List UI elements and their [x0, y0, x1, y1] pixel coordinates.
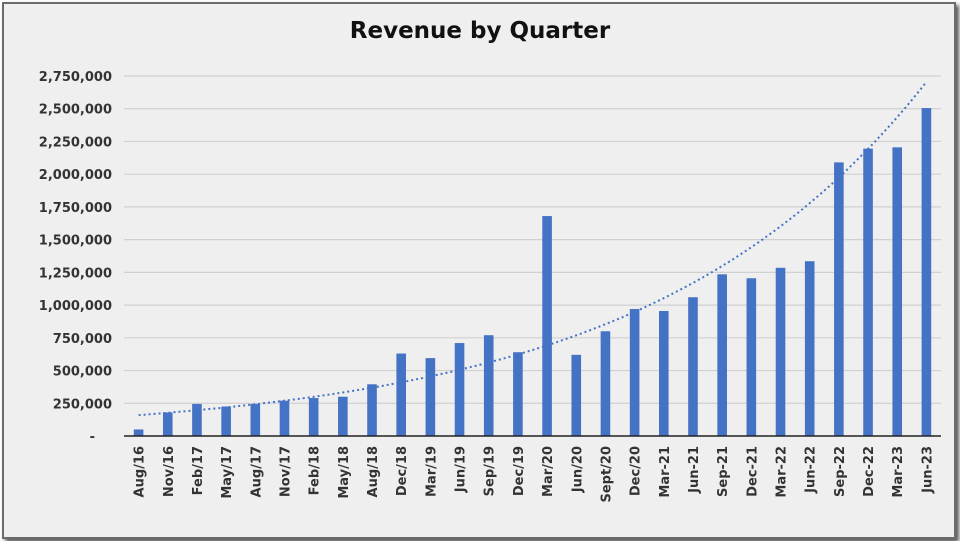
bar	[279, 400, 290, 436]
x-tick-label: May/17	[220, 446, 235, 499]
x-tick-label: Jun-21	[687, 446, 702, 494]
y-tick-label: 2,250,000	[39, 135, 112, 150]
bar	[746, 278, 757, 436]
x-tick-label: Mar-21	[658, 446, 673, 498]
x-tick-label: Mar/19	[424, 446, 439, 497]
bar	[717, 274, 727, 436]
bar	[892, 147, 903, 436]
x-tick-label: Feb/18	[308, 446, 323, 495]
x-tick-label: Sep/19	[483, 446, 498, 496]
x-tick-label: Aug/16	[133, 446, 148, 497]
bar	[659, 310, 669, 436]
y-tick-label: 1,500,000	[39, 234, 112, 249]
y-tick-label: -	[90, 430, 95, 445]
trendline	[138, 81, 928, 417]
bar	[513, 352, 523, 436]
y-tick-label: 2,500,000	[39, 103, 112, 118]
x-tick-label: Jun-23	[920, 446, 935, 494]
bar	[483, 335, 494, 436]
bar	[688, 297, 698, 436]
bar	[425, 358, 436, 436]
x-tick-label: Dec/18	[395, 446, 410, 496]
bar	[775, 267, 786, 436]
x-tick-label: Mar-22	[775, 446, 790, 498]
x-tick-label: Sep-22	[833, 446, 848, 497]
bar	[804, 261, 815, 436]
x-tick-label: Nov/16	[162, 446, 177, 497]
x-tick-label: Aug/18	[366, 446, 381, 497]
x-tick-label: Dec/19	[512, 446, 527, 496]
x-tick-label: Nov/17	[278, 446, 293, 497]
bar	[367, 384, 377, 436]
chart-title: Revenue by Quarter	[349, 18, 611, 44]
x-tick-label: Jun-22	[804, 446, 819, 494]
x-tick-label: Dec/20	[629, 446, 644, 496]
bar	[454, 343, 465, 436]
bar	[863, 148, 873, 436]
y-tick-label: 750,000	[53, 332, 112, 347]
y-tick-label: 500,000	[53, 365, 112, 380]
y-tick-label: 2,750,000	[39, 70, 112, 85]
y-tick-label: 1,250,000	[39, 266, 112, 281]
x-tick-label: Feb/17	[191, 446, 206, 495]
bar	[250, 403, 261, 436]
bar	[834, 162, 844, 436]
y-tick-label: 1,000,000	[39, 299, 112, 314]
x-tick-label: Jun/19	[454, 446, 469, 493]
bar	[600, 331, 611, 436]
y-tick-label: 250,000	[53, 397, 112, 412]
bar	[162, 412, 173, 436]
x-tick-label: May/18	[337, 446, 352, 499]
bar	[338, 396, 348, 436]
x-tick-label: Jun/20	[570, 446, 585, 493]
bar	[308, 398, 319, 436]
bar	[221, 406, 231, 436]
y-tick-label: 2,000,000	[39, 168, 112, 183]
x-tick-label: Aug/17	[249, 446, 264, 497]
bar	[396, 353, 406, 436]
x-tick-label: Mar/20	[541, 446, 556, 497]
x-tick-label: Sep-21	[716, 446, 731, 497]
bar	[921, 108, 932, 436]
bar	[192, 403, 202, 436]
bar	[542, 216, 552, 436]
bar	[571, 354, 582, 436]
x-tick-label: Sept/20	[599, 446, 614, 503]
bar	[629, 309, 640, 436]
y-tick-label: 1,750,000	[39, 201, 112, 216]
x-tick-label: Mar-23	[891, 446, 906, 498]
x-tick-label: Dec-21	[745, 446, 760, 497]
bar	[133, 429, 144, 436]
x-tick-label: Dec-22	[862, 446, 877, 497]
